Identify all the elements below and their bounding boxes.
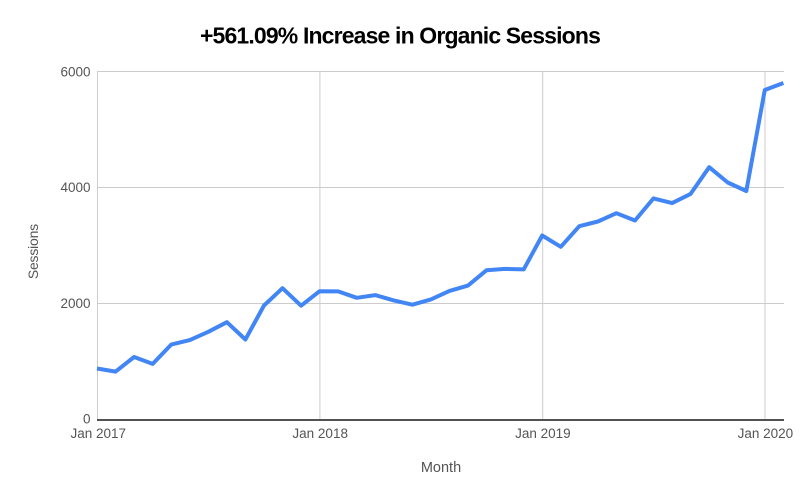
svg-text:Jan 2018: Jan 2018 — [292, 426, 348, 441]
svg-text:Month: Month — [421, 460, 461, 476]
svg-text:Jan 2019: Jan 2019 — [515, 426, 571, 441]
svg-text:6000: 6000 — [60, 65, 90, 80]
svg-text:4000: 4000 — [60, 180, 90, 195]
svg-text:Jan 2017: Jan 2017 — [71, 426, 127, 441]
svg-text:Sessions: Sessions — [25, 224, 41, 279]
svg-text:Jan 2020: Jan 2020 — [738, 426, 794, 441]
svg-text:2000: 2000 — [60, 296, 90, 311]
svg-text:0: 0 — [83, 412, 91, 427]
svg-text:+561.09% Increase in Organic S: +561.09% Increase in Organic Sessions — [200, 23, 600, 49]
